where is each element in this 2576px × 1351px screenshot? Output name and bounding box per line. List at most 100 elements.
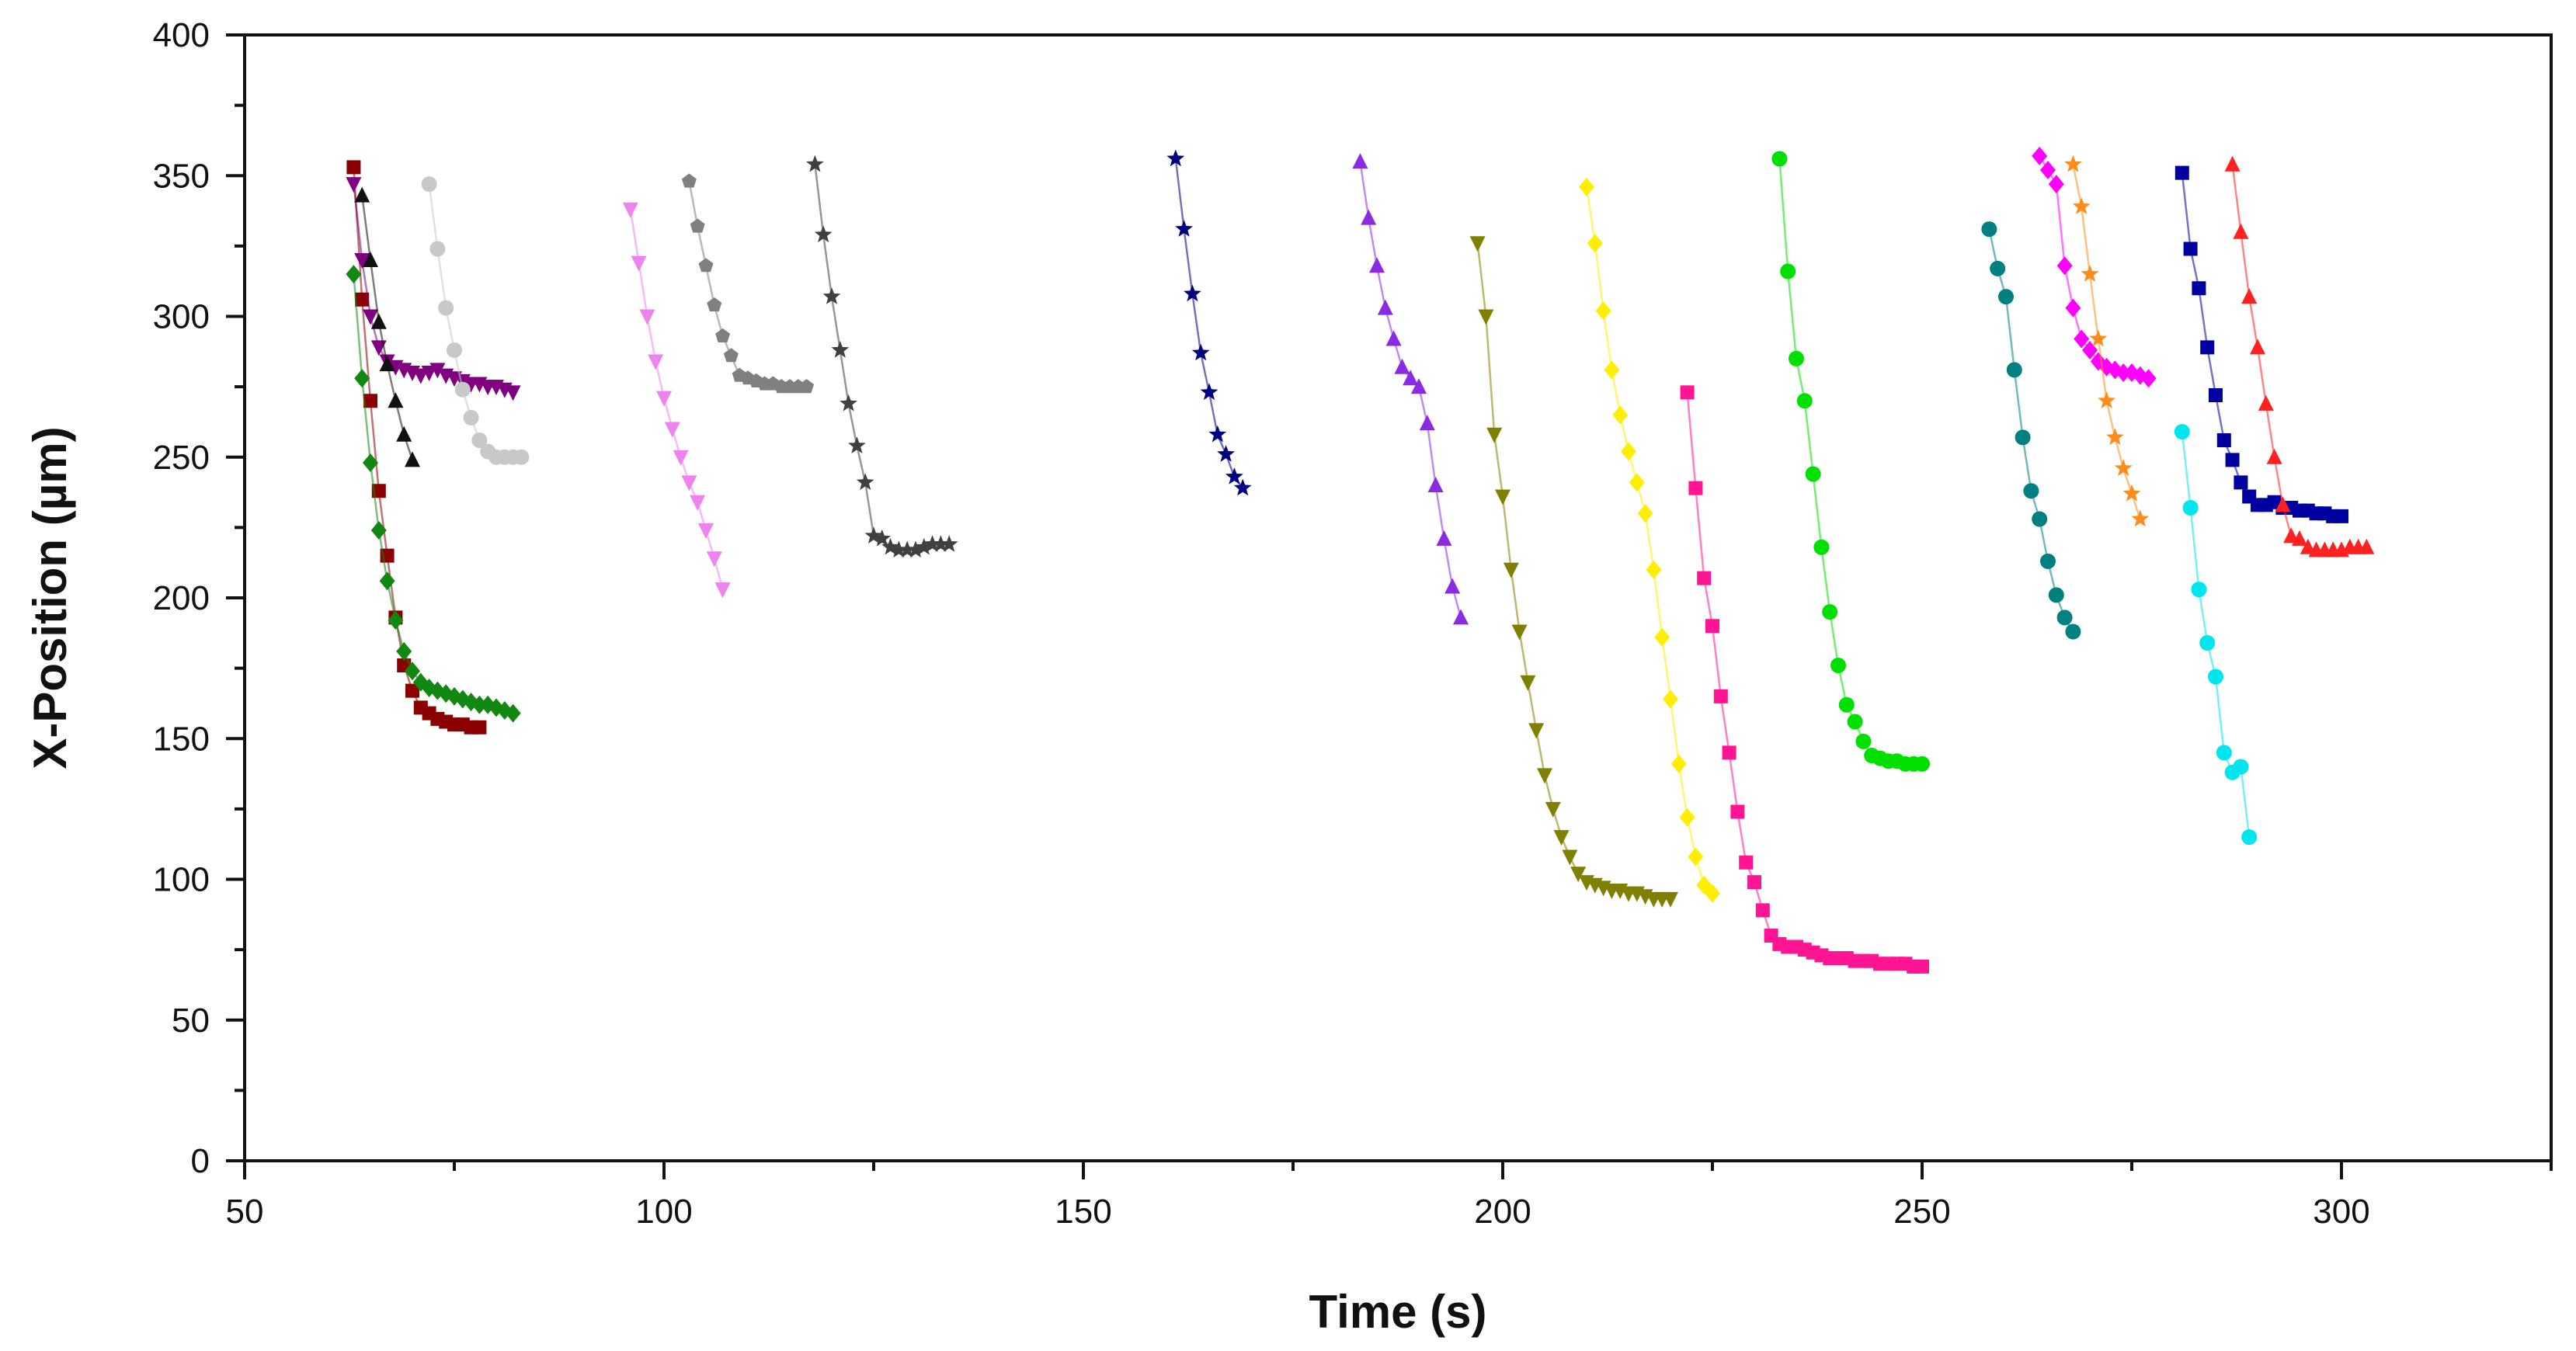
data-point (906, 540, 925, 558)
data-point (1503, 562, 1519, 578)
data-point (1495, 489, 1510, 505)
data-point (1486, 427, 1503, 443)
data-point (354, 369, 370, 388)
data-point (822, 287, 841, 304)
data-point (1233, 478, 1252, 496)
x-tick-label: 50 (226, 1193, 264, 1231)
data-point (2074, 329, 2090, 349)
data-point (1739, 855, 1754, 870)
data-point (1621, 442, 1636, 461)
data-point (2191, 582, 2207, 598)
data-point (2216, 433, 2231, 447)
data-point (2266, 448, 2282, 464)
data-point (714, 582, 731, 599)
data-point (388, 611, 404, 630)
series-s20 (2224, 155, 2375, 557)
y-tick-label: 100 (153, 861, 210, 899)
series-s9 (1166, 149, 1252, 496)
y-tick-label: 200 (153, 579, 210, 617)
series-s6 (622, 202, 731, 599)
data-point (2131, 509, 2150, 527)
data-point (848, 436, 866, 453)
data-point (429, 241, 446, 257)
y-tick-label: 300 (153, 298, 210, 336)
data-point (2225, 453, 2240, 467)
data-point (831, 341, 850, 358)
data-point (2192, 281, 2206, 296)
plot-area (243, 33, 2553, 1162)
data-point (363, 394, 377, 408)
data-point (806, 155, 824, 172)
data-point (405, 451, 420, 467)
data-point (2015, 429, 2031, 446)
data-point (2258, 394, 2274, 411)
data-point (1570, 867, 1587, 883)
data-point (379, 356, 395, 372)
data-point (1579, 177, 1594, 196)
data-point (799, 379, 815, 394)
data-point (354, 186, 370, 203)
data-point (471, 432, 488, 448)
data-point (681, 475, 697, 491)
data-point (2359, 538, 2375, 554)
data-point (690, 218, 705, 233)
data-point (1838, 696, 1855, 713)
data-point (454, 381, 471, 398)
data-point (1679, 807, 1695, 827)
series-s17 (2064, 155, 2150, 527)
data-point (1528, 723, 1545, 739)
data-point (1444, 578, 1461, 594)
data-series (346, 146, 2375, 974)
data-point (1511, 624, 1528, 641)
data-point (447, 342, 462, 358)
data-point (1453, 609, 1469, 625)
data-point (1595, 301, 1611, 321)
data-point (438, 300, 454, 316)
x-tick-label: 100 (635, 1193, 692, 1231)
data-point (1478, 309, 1494, 325)
data-point (2216, 745, 2232, 761)
series-s11 (1469, 236, 1678, 908)
series-s10 (1352, 153, 1469, 625)
data-point (429, 363, 446, 379)
data-point (1705, 884, 1720, 903)
series-line (1585, 186, 1713, 894)
y-tick-label: 400 (153, 16, 210, 54)
series-s19 (2174, 165, 2348, 523)
data-point (363, 453, 378, 472)
data-point (2122, 484, 2141, 502)
data-point (1915, 959, 1929, 974)
data-point (1427, 477, 1444, 492)
data-point (2224, 155, 2241, 172)
data-point (1217, 445, 1235, 462)
data-point (1469, 236, 1486, 252)
data-point (2200, 340, 2215, 355)
data-point (2089, 329, 2108, 347)
data-point (1914, 755, 1930, 772)
x-tick-label: 200 (1474, 1193, 1531, 1231)
data-point (2199, 635, 2216, 651)
data-point (1805, 466, 1821, 482)
data-point (2275, 496, 2291, 512)
data-point (2183, 241, 2198, 256)
data-point (1394, 358, 1410, 374)
data-point (1755, 903, 1770, 918)
data-point (2081, 265, 2099, 282)
data-point (723, 348, 739, 363)
data-point (405, 662, 420, 681)
data-point (354, 253, 370, 269)
data-point (2250, 339, 2265, 355)
data-point (1191, 343, 1210, 361)
data-point (505, 385, 521, 401)
data-point (463, 410, 479, 425)
data-point (1377, 299, 1393, 315)
data-point (890, 540, 908, 558)
data-point (1813, 539, 1830, 555)
data-point (2032, 511, 2048, 527)
data-point (2234, 475, 2248, 490)
data-point (1419, 415, 1435, 431)
data-point (2065, 298, 2081, 318)
data-point (2006, 362, 2022, 378)
data-point (2300, 538, 2316, 554)
data-point (1697, 571, 1712, 585)
